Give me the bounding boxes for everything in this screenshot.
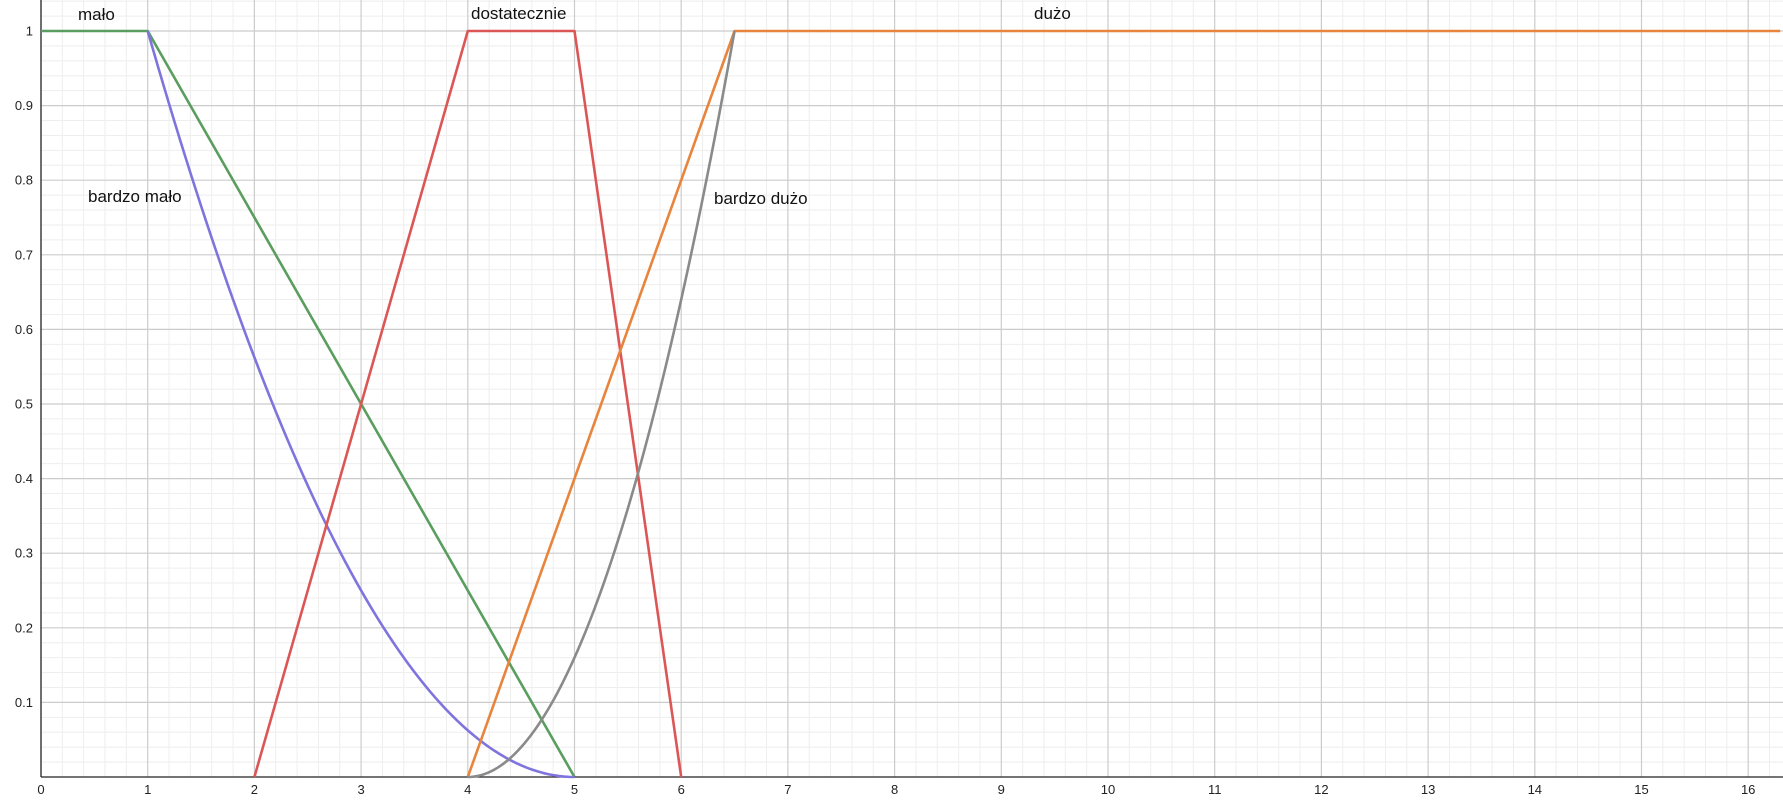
x-tick-label: 11 [1208, 782, 1222, 797]
x-tick-label: 9 [998, 782, 1005, 797]
y-tick-label: 0.7 [15, 247, 33, 262]
x-tick-label: 4 [464, 782, 471, 797]
x-tick-label: 15 [1634, 782, 1648, 797]
label-bardzo-malo: bardzo mało [88, 187, 182, 206]
y-tick-labels: 0.1 0.2 0.3 0.4 0.5 0.6 0.7 0.8 0.9 1 [15, 24, 33, 710]
series-bardzo-dużo [467, 30, 736, 779]
series-layer [41, 29, 1781, 779]
x-tick-label: 0 [37, 782, 44, 797]
minor-grid [41, 0, 1783, 777]
series-dostatecznie [253, 29, 683, 778]
x-tick-label: 13 [1421, 782, 1435, 797]
x-tick-label: 8 [891, 782, 898, 797]
y-tick-label: 0.3 [15, 546, 33, 561]
y-tick-label: 0.5 [15, 397, 33, 412]
x-tick-label: 5 [571, 782, 578, 797]
y-tick-label: 0.6 [15, 322, 33, 337]
x-tick-label: 16 [1741, 782, 1755, 797]
x-tick-label: 12 [1314, 782, 1328, 797]
y-tick-label: 0.4 [15, 471, 33, 486]
x-tick-label: 10 [1101, 782, 1115, 797]
major-grid [41, 0, 1783, 777]
label-dostatecznie: dostatecznie [471, 4, 566, 23]
y-tick-label: 0.1 [15, 695, 33, 710]
series-bardzo-mało [146, 30, 575, 779]
x-tick-label: 1 [144, 782, 151, 797]
y-tick-label: 0.9 [15, 98, 33, 113]
y-tick-label: 1 [26, 24, 33, 39]
y-tick-label: 0.2 [15, 620, 33, 635]
x-tick-labels: 0 1 2 3 4 5 6 7 8 9 10 11 12 13 14 15 16 [37, 782, 1755, 797]
axes [40, 0, 1783, 778]
label-bardzo-duzo: bardzo dużo [714, 189, 808, 208]
x-tick-label: 7 [784, 782, 791, 797]
label-duzo: dużo [1034, 4, 1071, 23]
x-tick-label: 3 [357, 782, 364, 797]
x-tick-label: 6 [678, 782, 685, 797]
label-malo: mało [78, 5, 115, 24]
x-tick-label: 2 [251, 782, 258, 797]
x-tick-label: 14 [1528, 782, 1542, 797]
y-tick-label: 0.8 [15, 173, 33, 188]
